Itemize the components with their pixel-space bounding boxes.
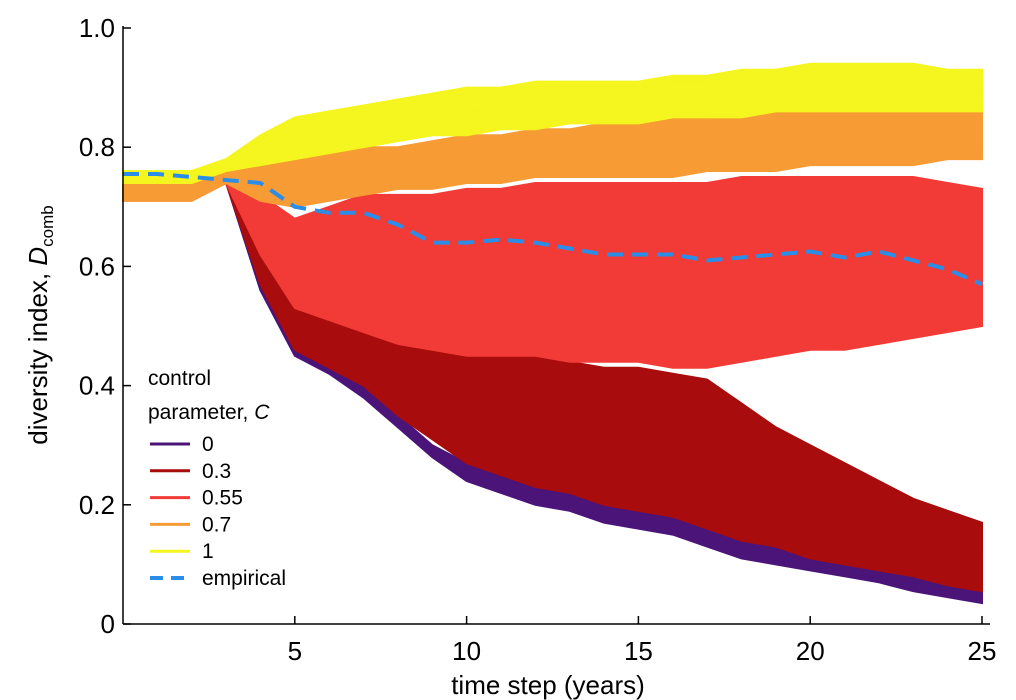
plot-area: [122, 62, 983, 605]
series-band-0-55: [122, 163, 983, 369]
series-line-0-3-1: [123, 176, 983, 558]
legend-title-line1: control: [148, 367, 211, 390]
x-tick-label: 10: [452, 636, 481, 666]
x-tick-label: 5: [288, 636, 302, 666]
y-axis-title: diversity index, Dcomb: [23, 205, 57, 445]
series-line-0-55-2: [123, 166, 983, 234]
series-band-0-7: [122, 104, 983, 208]
y-axis-title-main: diversity index,: [23, 266, 53, 445]
x-axis-title: time step (years): [451, 670, 645, 700]
legend-label: 0.7: [202, 513, 231, 536]
series-line-0-7-0: [123, 150, 982, 201]
legend: control parameter, C 0 0.3 0.55 0.7 1 empiric…: [148, 367, 286, 590]
legend-label: empirical: [202, 567, 286, 590]
series-line-1-0: [123, 103, 982, 183]
series-line-0-55-1: [123, 173, 982, 277]
series-line-1-2: [123, 69, 982, 174]
legend-title-line2: parameter, C: [148, 401, 270, 424]
y-tick-label: 1.0: [79, 13, 115, 43]
series-line-0-3-0: [123, 180, 983, 582]
series-line-0-55-0: [123, 179, 983, 341]
y-tick-label: 0: [101, 609, 115, 639]
axis-ticks: 00.20.40.60.81.05 10 15 20 25: [79, 13, 997, 666]
legend-entries: 0 0.3 0.55 0.7 1 empirical: [150, 433, 286, 590]
series-band-1: [122, 62, 983, 184]
legend-label: 0: [202, 433, 214, 456]
x-tick-label: 20: [796, 636, 825, 666]
legend-title-var: C: [254, 401, 270, 424]
y-axis-title-sub: comb: [38, 205, 57, 247]
y-tick-label: 0.6: [79, 251, 115, 281]
legend-title-line2-text: parameter,: [148, 401, 254, 424]
y-tick-label: 0.8: [79, 132, 115, 162]
legend-label: 0.3: [202, 460, 231, 483]
series-line-0-7-2: [123, 112, 982, 182]
legend-label: 0.55: [202, 487, 243, 510]
series-line-0-7-1: [123, 131, 982, 190]
series-band-0: [122, 170, 983, 605]
y-axis-title-var: D: [23, 247, 53, 266]
y-tick-label: 0.4: [79, 371, 115, 401]
legend-label: 1: [202, 540, 214, 563]
series-line-1-1: [123, 86, 982, 178]
series-line-empirical: [123, 172, 983, 287]
y-tick-label: 0.2: [79, 490, 115, 520]
x-tick-label: 25: [968, 636, 997, 666]
x-tick-label: 15: [624, 636, 653, 666]
series-line-0-0: [123, 180, 983, 601]
